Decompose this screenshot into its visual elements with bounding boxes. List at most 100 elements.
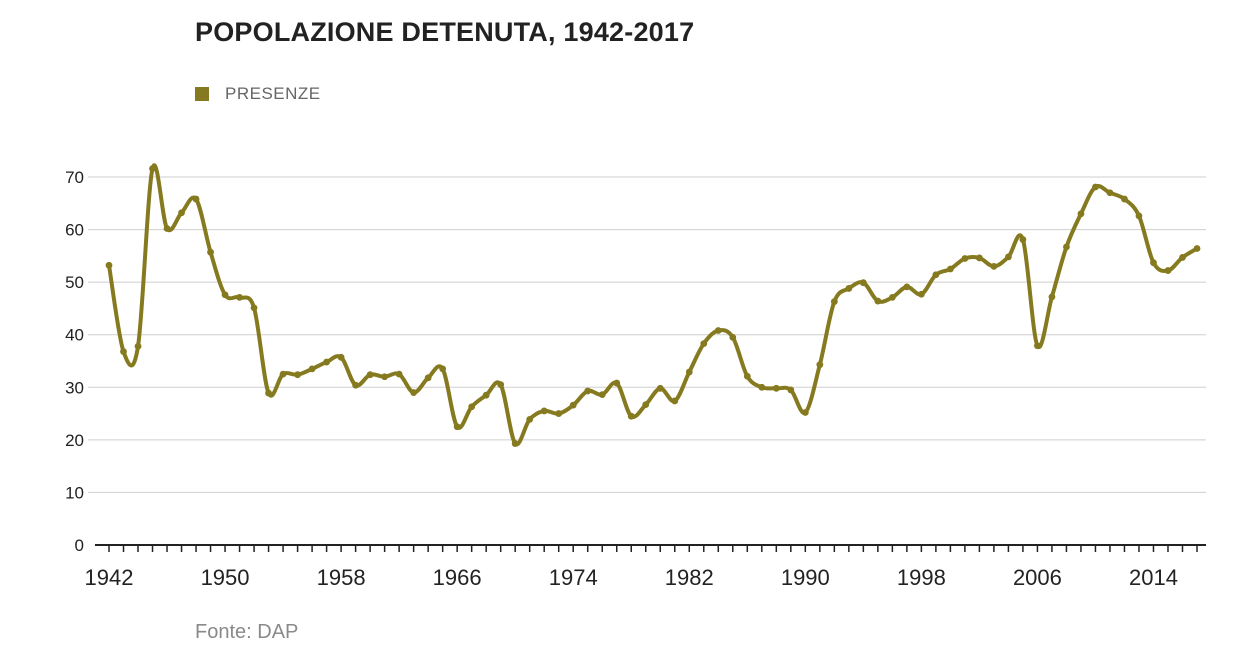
data-point-1984[interactable] (714, 327, 722, 334)
data-point-1970[interactable] (511, 440, 519, 447)
data-point-2014[interactable] (1150, 259, 1157, 267)
data-point-1989[interactable] (787, 386, 795, 394)
data-point-1982[interactable] (685, 368, 693, 376)
data-point-1962[interactable] (395, 370, 403, 378)
data-point-1942[interactable] (105, 261, 113, 269)
data-point-2004[interactable] (1005, 253, 1012, 261)
data-point-1945[interactable] (149, 165, 156, 172)
data-point-1965[interactable] (439, 365, 447, 373)
data-point-2007[interactable] (1048, 293, 1056, 301)
legend-swatch (195, 87, 209, 101)
data-point-1971[interactable] (526, 415, 534, 423)
data-point-1987[interactable] (758, 383, 766, 391)
data-point-1996[interactable] (888, 293, 896, 301)
x-tick-label: 1958 (317, 565, 366, 590)
data-point-1999[interactable] (932, 271, 940, 279)
grid-lines (88, 176, 1206, 493)
data-point-1966[interactable] (453, 423, 461, 431)
data-point-1988[interactable] (772, 384, 780, 392)
data-point-2015[interactable] (1164, 267, 1172, 274)
chart-title: POPOLAZIONE DETENUTA, 1942-2017 (195, 17, 695, 47)
data-point-1980[interactable] (656, 384, 664, 392)
data-point-1968[interactable] (482, 391, 490, 399)
y-tick-label: 70 (65, 168, 84, 187)
data-point-1976[interactable] (598, 391, 606, 399)
data-point-2001[interactable] (961, 255, 969, 262)
data-point-1979[interactable] (642, 401, 650, 409)
data-point-1959[interactable] (352, 381, 360, 389)
data-point-1960[interactable] (366, 371, 374, 379)
data-point-1943[interactable] (120, 348, 127, 355)
data-point-1993[interactable] (845, 285, 853, 292)
data-point-2003[interactable] (990, 262, 998, 270)
series-line-presenze (107, 163, 1199, 447)
source-note: Fonte: DAP (195, 621, 299, 643)
data-point-1995[interactable] (874, 297, 882, 305)
data-point-1972[interactable] (540, 407, 548, 415)
data-point-2012[interactable] (1121, 195, 1128, 203)
data-point-2008[interactable] (1063, 243, 1070, 251)
data-point-1991[interactable] (816, 361, 824, 369)
x-tick-label: 2014 (1129, 565, 1178, 590)
data-point-1973[interactable] (555, 410, 563, 417)
data-point-1964[interactable] (424, 374, 432, 382)
data-point-2002[interactable] (976, 254, 983, 262)
data-point-2016[interactable] (1179, 254, 1186, 261)
data-point-2000[interactable] (946, 265, 954, 273)
data-point-1946[interactable] (163, 225, 171, 232)
x-tick-label: 1942 (85, 565, 134, 590)
data-point-2010[interactable] (1092, 183, 1099, 191)
data-point-1953[interactable] (265, 389, 272, 397)
data-point-1967[interactable] (468, 403, 476, 411)
data-point-1947[interactable] (178, 209, 185, 217)
data-point-1975[interactable] (584, 387, 592, 395)
y-tick-label: 20 (65, 431, 84, 450)
data-point-1949[interactable] (207, 248, 214, 256)
x-tick-label: 1950 (201, 565, 250, 590)
data-point-1954[interactable] (279, 370, 287, 378)
data-point-1983[interactable] (700, 340, 708, 348)
data-point-2011[interactable] (1106, 189, 1114, 197)
x-axis: 1942 1950 1958 1966 1974 1982 1990 1998 2006 2014 (85, 544, 1206, 590)
data-point-1955[interactable] (294, 371, 301, 379)
y-tick-label: 60 (65, 221, 84, 240)
x-tick-label: 1990 (781, 565, 830, 590)
data-point-1944[interactable] (134, 342, 142, 350)
data-point-2009[interactable] (1077, 210, 1085, 218)
x-tick-label: 1998 (897, 565, 946, 590)
data-point-1961[interactable] (381, 373, 389, 381)
data-point-1977[interactable] (613, 379, 621, 387)
data-point-1956[interactable] (308, 365, 316, 373)
y-tick-label: 40 (65, 326, 84, 345)
data-point-1994[interactable] (859, 279, 867, 287)
data-point-1992[interactable] (830, 298, 838, 305)
data-point-1985[interactable] (729, 333, 737, 341)
data-point-1998[interactable] (917, 290, 925, 298)
data-point-2006[interactable] (1034, 342, 1041, 350)
y-tick-label: 30 (65, 378, 84, 397)
legend-label-presenze: PRESENZE (225, 84, 321, 103)
data-point-1951[interactable] (236, 293, 243, 301)
data-point-1952[interactable] (250, 304, 258, 312)
data-point-1978[interactable] (627, 412, 635, 420)
data-point-2013[interactable] (1135, 212, 1143, 220)
data-point-1963[interactable] (410, 389, 418, 396)
series-presenze (107, 163, 1199, 447)
data-point-1969[interactable] (497, 381, 505, 389)
data-point-1981[interactable] (671, 397, 679, 405)
x-tick-label: 1966 (433, 565, 482, 590)
chart-legend: PRESENZE (195, 84, 321, 104)
x-tick-label: 1982 (665, 565, 714, 590)
data-point-1974[interactable] (569, 401, 577, 409)
data-point-1997[interactable] (903, 283, 911, 291)
data-point-1948[interactable] (192, 195, 200, 203)
data-point-1958[interactable] (337, 353, 345, 361)
data-point-1986[interactable] (743, 372, 751, 380)
data-point-2017[interactable] (1193, 245, 1201, 252)
data-point-1957[interactable] (323, 358, 330, 366)
data-point-2005[interactable] (1019, 236, 1027, 243)
data-point-1950[interactable] (221, 291, 229, 299)
y-tick-label: 10 (65, 483, 84, 502)
data-point-1990[interactable] (801, 409, 809, 416)
